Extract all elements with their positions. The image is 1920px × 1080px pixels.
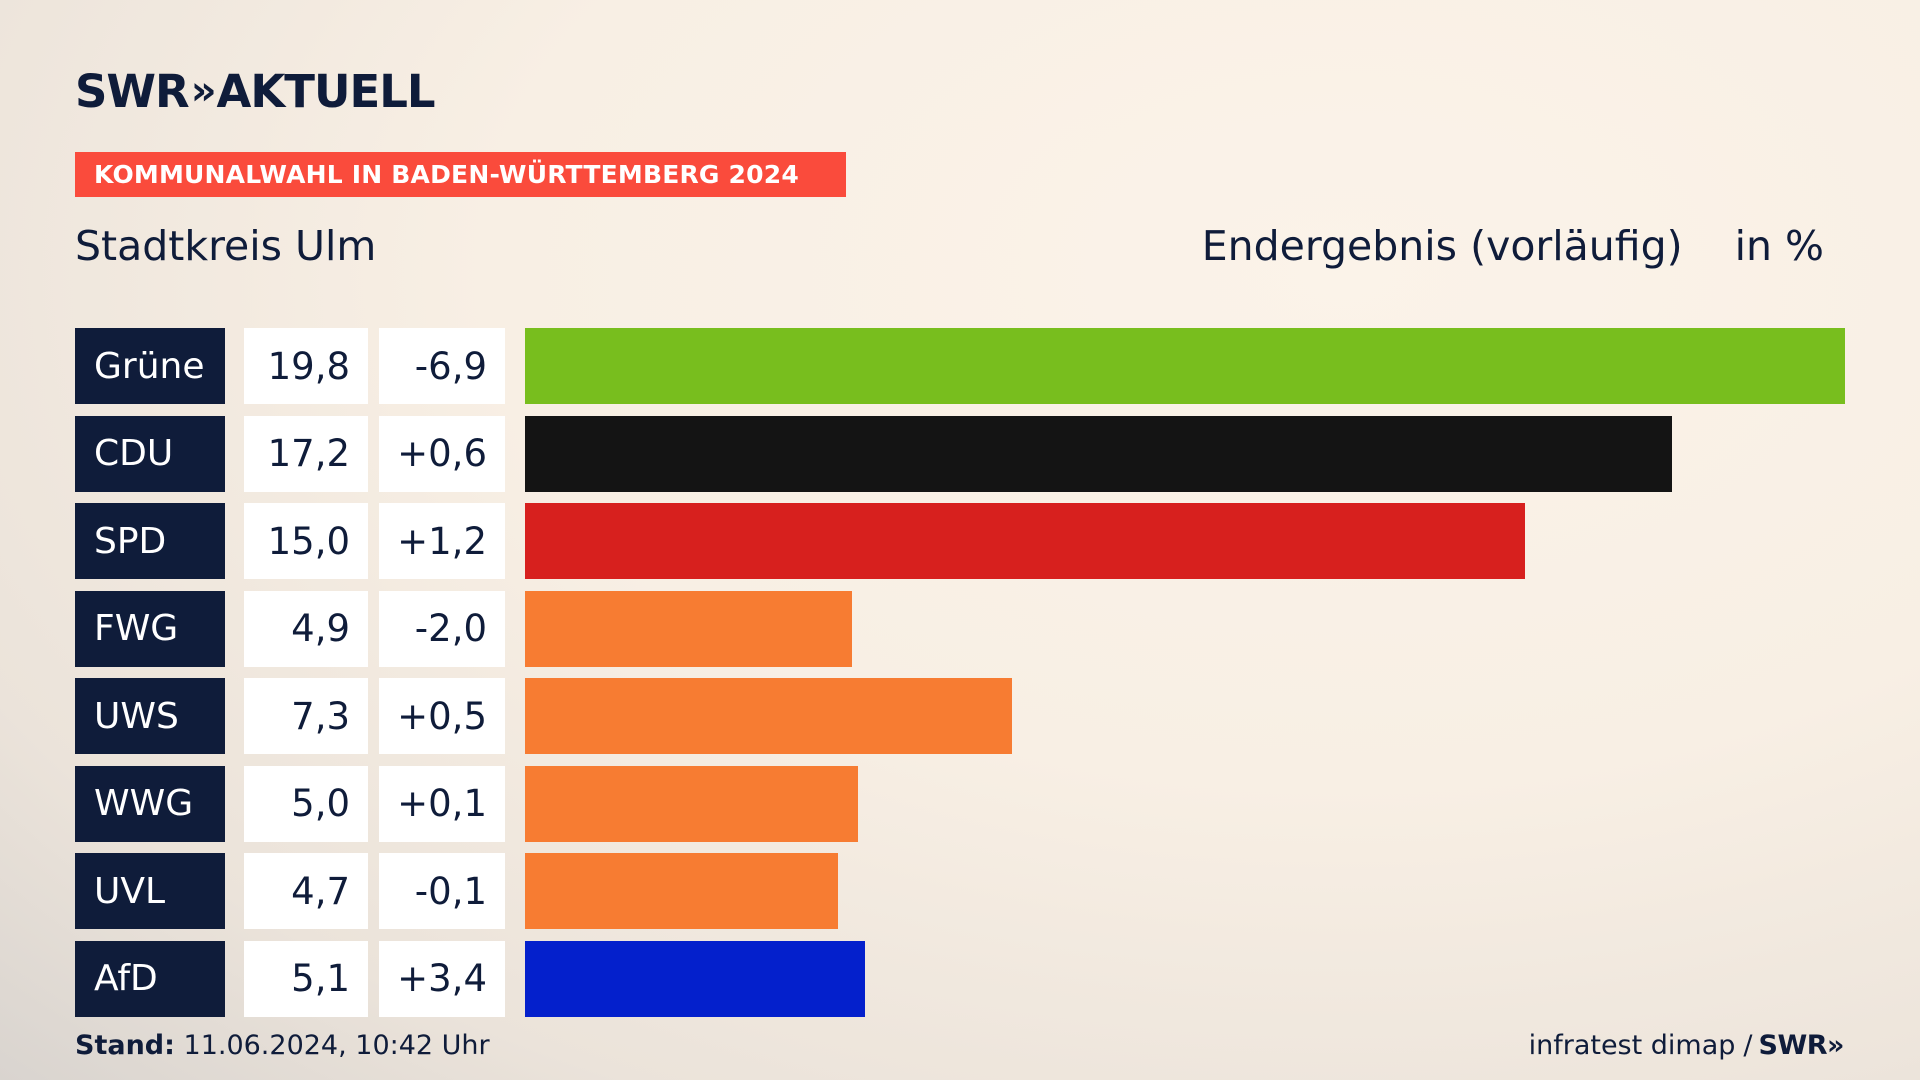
unit-label: in % [1734,222,1824,270]
vote-share-bar [525,853,839,929]
vote-share-bar [525,590,852,667]
source-brand-logo: SWR» [1758,1030,1845,1061]
election-banner: KOMMUNALWAHL IN BADEN-WÜRTTEMBERG 2024 [75,152,846,197]
vote-share-bar [525,328,1845,404]
party-label: WWG [75,765,225,842]
vote-share-bar [525,415,1672,492]
chart-row: Grüne 19,8 -6,9 [75,328,1845,404]
vote-share-bar [525,678,1012,754]
vote-share-bar [525,940,865,1017]
party-label: FWG [75,590,225,667]
change-label: +3,4 [379,940,505,1017]
source-credit: infratest dimap / SWR» [1528,1030,1845,1061]
district-title: Stadtkreis Ulm [75,222,377,270]
vote-share-label: 17,2 [244,415,368,492]
chart-row: CDU 17,2 +0,6 [75,415,1845,492]
chart-row: WWG 5,0 +0,1 [75,765,1845,842]
vote-share-bar [525,765,859,842]
result-status: Endergebnis (vorläufig) in % [1202,222,1824,270]
party-label: Grüne [75,328,225,404]
change-label: -2,0 [379,590,505,667]
vote-share-label: 15,0 [244,503,368,579]
chart-row: SPD 15,0 +1,2 [75,503,1845,579]
vote-share-label: 4,7 [244,853,368,929]
party-label: UVL [75,853,225,929]
party-label: UWS [75,678,225,754]
vote-share-label: 5,0 [244,765,368,842]
result-status-label: Endergebnis (vorläufig) [1201,222,1683,270]
chart-row: AfD 5,1 +3,4 [75,940,1845,1017]
vote-share-label: 5,1 [244,940,368,1017]
chart-row: UWS 7,3 +0,5 [75,678,1845,754]
party-label: SPD [75,503,225,579]
party-label: CDU [75,415,225,492]
vote-share-label: 19,8 [244,328,368,404]
logo-brand-name: AKTUELL [216,64,436,118]
logo-chevrons: » [190,68,217,114]
chart-row: UVL 4,7 -0,1 [75,853,1845,929]
party-label: AfD [75,940,225,1017]
source-separator: / [1743,1030,1753,1061]
change-label: -6,9 [379,328,505,404]
source-name: infratest dimap [1528,1030,1736,1061]
vote-share-bar [525,503,1525,579]
change-label: +0,1 [379,765,505,842]
timestamp: Stand: 11.06.2024, 10:42 Uhr [75,1030,490,1061]
change-label: +0,6 [379,415,505,492]
change-label: +1,2 [379,503,505,579]
swr-aktuell-logo: SWR » AKTUELL [75,64,436,118]
timestamp-label: Stand: [75,1030,175,1061]
logo-brand: SWR [75,64,190,118]
vote-share-label: 7,3 [244,678,368,754]
vote-share-label: 4,9 [244,590,368,667]
change-label: -0,1 [379,853,505,929]
chart-row: FWG 4,9 -2,0 [75,590,1845,667]
change-label: +0,5 [379,678,505,754]
timestamp-value: 11.06.2024, 10:42 Uhr [183,1030,490,1061]
